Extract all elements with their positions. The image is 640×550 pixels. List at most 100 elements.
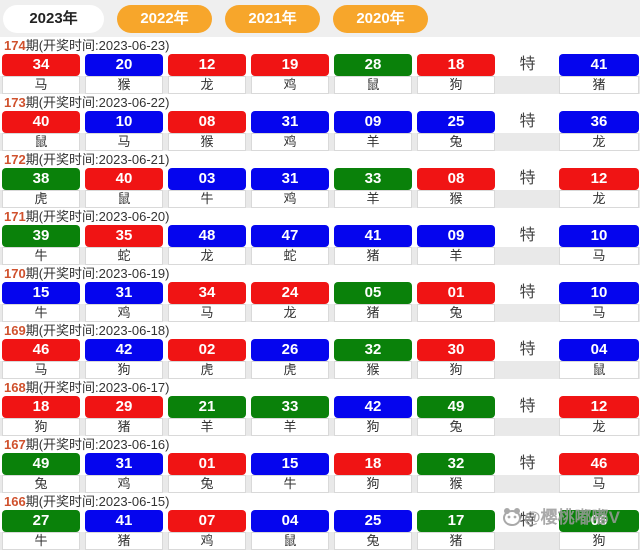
number-ball: 27	[2, 510, 80, 532]
draw-period-number: 172	[4, 152, 26, 167]
number-ball: 34	[168, 282, 246, 304]
number-ball: 25	[334, 510, 412, 532]
number-ball: 28	[334, 54, 412, 76]
special-zodiac-label: 鼠	[559, 361, 639, 379]
zodiac-label: 蛇	[251, 247, 329, 265]
number-ball: 18	[2, 396, 80, 418]
draw-period-number: 173	[4, 95, 26, 110]
draw-time-label: 期(开奖时间:2023-06-20)	[25, 209, 170, 224]
number-ball: 31	[85, 453, 163, 475]
special-marker: 特	[519, 170, 536, 187]
zodiac-label: 羊	[417, 247, 495, 265]
zodiac-label: 猪	[334, 247, 412, 265]
number-ball-row: 49 31 01 15 18 32 特 46	[0, 453, 640, 475]
draw-period-number: 166	[4, 494, 26, 509]
draw-group: 171期(开奖时间:2023-06-20) 39 35 48 47 41 09 特 10 牛蛇龙蛇…	[0, 208, 640, 265]
number-ball: 09	[334, 111, 412, 133]
zodiac-label: 鸡	[168, 532, 246, 550]
tab-year-2021[interactable]: 2021年	[225, 4, 320, 33]
year-tabbar: 2023年 2022年 2021年 2020年	[0, 0, 640, 37]
zodiac-label: 鼠	[334, 76, 412, 94]
number-ball: 40	[2, 111, 80, 133]
draw-group: 168期(开奖时间:2023-06-17) 18 29 21 33 42 49 特 12 狗猪羊羊…	[0, 379, 640, 436]
special-zodiac-label: 龙	[559, 418, 639, 436]
special-number-ball: 10	[559, 225, 639, 247]
special-number-ball: 36	[559, 111, 639, 133]
draw-time-label: 期(开奖时间:2023-06-21)	[25, 152, 170, 167]
zodiac-label: 狗	[2, 418, 80, 436]
zodiac-label: 虎	[251, 361, 329, 379]
zodiac-label: 狗	[85, 361, 163, 379]
tab-year-2020[interactable]: 2020年	[333, 4, 428, 33]
number-ball-row: 46 42 02 26 32 30 特 04	[0, 339, 640, 361]
zodiac-label: 猴	[334, 361, 412, 379]
draw-period-number: 168	[4, 380, 26, 395]
draw-time-label: 期(开奖时间:2023-06-16)	[25, 437, 170, 452]
draw-time-label: 期(开奖时间:2023-06-22)	[25, 95, 170, 110]
zodiac-label: 羊	[251, 418, 329, 436]
tab-year-2022[interactable]: 2022年	[117, 4, 212, 33]
draw-group: 170期(开奖时间:2023-06-19) 15 31 34 24 05 01 特 10 牛鸡马龙…	[0, 265, 640, 322]
zodiac-label: 猪	[417, 532, 495, 550]
number-ball-row: 40 10 08 31 09 25 特 36	[0, 111, 640, 133]
zodiac-label: 猴	[168, 133, 246, 151]
zodiac-label: 牛	[168, 190, 246, 208]
zodiac-label: 猴	[417, 190, 495, 208]
zodiac-row: 虎鼠牛鸡羊猴 龙	[0, 190, 640, 208]
number-ball: 31	[85, 282, 163, 304]
number-ball: 33	[251, 396, 329, 418]
special-number-ball: 06	[559, 510, 639, 532]
draw-time-label: 期(开奖时间:2023-06-18)	[25, 323, 170, 338]
draw-period-number: 167	[4, 437, 26, 452]
zodiac-label: 羊	[334, 190, 412, 208]
draw-time-label: 期(开奖时间:2023-06-19)	[25, 266, 170, 281]
special-marker: 特	[519, 227, 536, 244]
number-ball: 38	[2, 168, 80, 190]
special-marker: 特	[519, 56, 536, 73]
special-number-ball: 12	[559, 396, 639, 418]
number-ball: 01	[417, 282, 495, 304]
number-ball: 21	[168, 396, 246, 418]
number-ball: 02	[168, 339, 246, 361]
number-ball: 26	[251, 339, 329, 361]
special-number-ball: 12	[559, 168, 639, 190]
zodiac-label: 兔	[417, 133, 495, 151]
special-marker: 特	[519, 512, 536, 529]
draw-period-number: 171	[4, 209, 26, 224]
zodiac-row: 兔鸡兔牛狗猴马	[0, 475, 640, 493]
draw-group: 174期(开奖时间:2023-06-23) 34 20 12 19 28 18 特 41 马猴龙鸡…	[0, 37, 640, 94]
number-ball: 41	[334, 225, 412, 247]
number-ball: 31	[251, 111, 329, 133]
zodiac-label: 龙	[168, 76, 246, 94]
number-ball: 12	[168, 54, 246, 76]
zodiac-label: 狗	[417, 76, 495, 94]
number-ball: 20	[85, 54, 163, 76]
special-marker: 特	[519, 284, 536, 301]
draw-header: 173期(开奖时间:2023-06-22)	[0, 94, 640, 111]
draw-group: 166期(开奖时间:2023-06-15) 27 41 07 04 25 17 特 06 牛猪鸡鼠…	[0, 493, 640, 550]
special-zodiac-label: 马	[559, 247, 639, 265]
special-number-ball: 04	[559, 339, 639, 361]
zodiac-label: 马	[2, 361, 80, 379]
zodiac-label: 兔	[417, 304, 495, 322]
zodiac-label: 猪	[85, 418, 163, 436]
number-ball: 18	[334, 453, 412, 475]
zodiac-label: 蛇	[85, 247, 163, 265]
number-ball: 01	[168, 453, 246, 475]
number-ball: 29	[85, 396, 163, 418]
number-ball: 35	[85, 225, 163, 247]
number-ball: 15	[2, 282, 80, 304]
number-ball: 46	[2, 339, 80, 361]
zodiac-row: 牛鸡马龙猪兔马	[0, 304, 640, 322]
number-ball: 04	[251, 510, 329, 532]
number-ball: 08	[417, 168, 495, 190]
number-ball: 49	[2, 453, 80, 475]
number-ball-row: 27 41 07 04 25 17 特 06	[0, 510, 640, 532]
number-ball: 08	[168, 111, 246, 133]
number-ball: 42	[85, 339, 163, 361]
zodiac-label: 兔	[2, 475, 80, 493]
tab-year-2023[interactable]: 2023年	[3, 4, 104, 33]
zodiac-label: 鸡	[251, 76, 329, 94]
zodiac-label: 鸡	[251, 133, 329, 151]
zodiac-label: 猪	[334, 304, 412, 322]
